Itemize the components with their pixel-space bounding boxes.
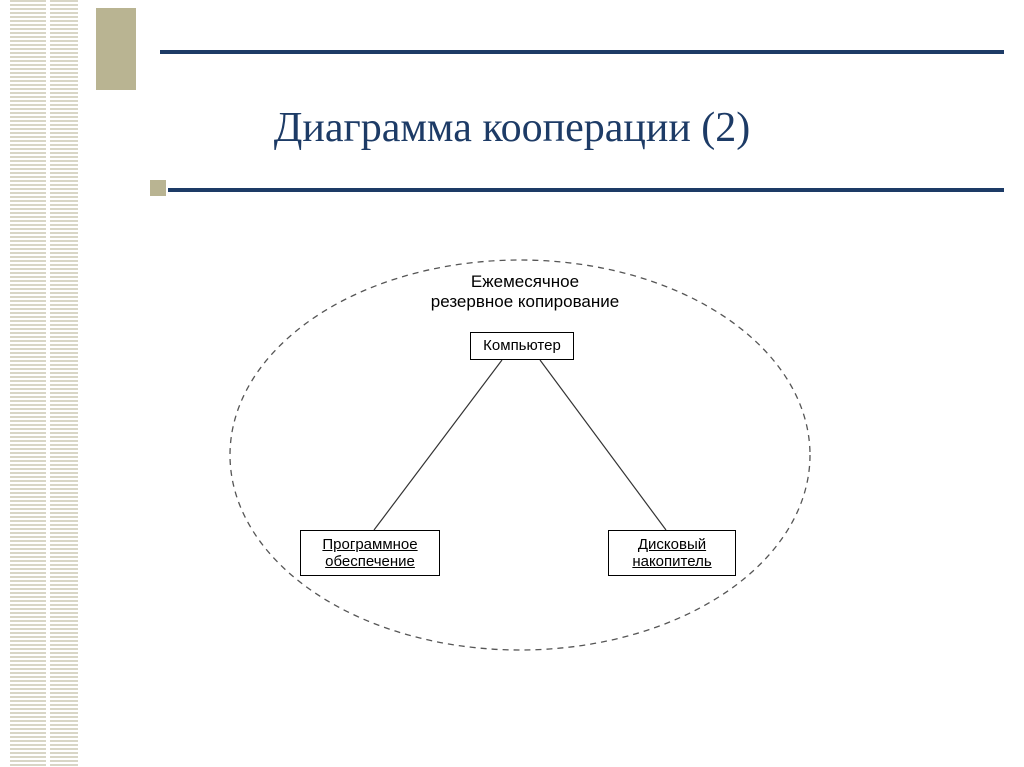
node-computer: Компьютер xyxy=(470,332,574,360)
slide: Диаграмма кооперации (2) Ежемесячноерезе… xyxy=(0,0,1024,767)
bullet-square xyxy=(150,180,166,196)
edge-computer-software xyxy=(374,360,502,530)
slide-title: Диаграмма кооперации (2) xyxy=(0,104,1024,152)
beige-accent-block xyxy=(96,8,136,90)
ellipse-label: Ежемесячноерезервное копирование xyxy=(420,272,630,313)
node-storage: Дисковыйнакопитель xyxy=(608,530,736,576)
collaboration-ellipse xyxy=(230,260,810,650)
title-rule-top xyxy=(160,50,1004,54)
node-software: Программноеобеспечение xyxy=(300,530,440,576)
edge-computer-storage xyxy=(540,360,666,530)
cooperation-diagram: Ежемесячноерезервное копирование Компьют… xyxy=(200,230,840,660)
title-rule-bottom xyxy=(168,188,1004,192)
